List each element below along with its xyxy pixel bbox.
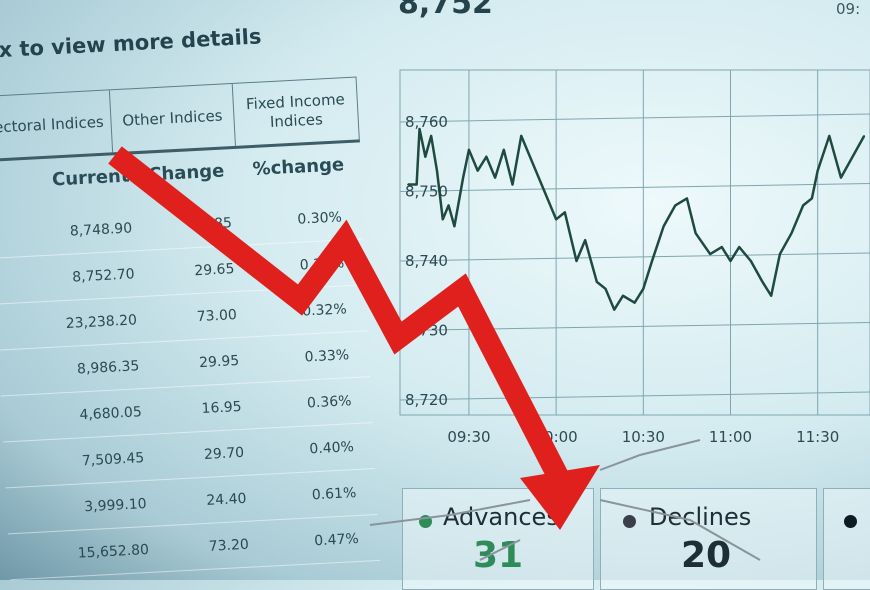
data-point (642, 288, 645, 290)
x-tick-label: 11:30 (796, 428, 839, 446)
y-gridline (399, 391, 870, 401)
data-point (761, 281, 764, 283)
data-point (633, 301, 636, 304)
data-point (790, 232, 793, 234)
x-tick-label: 11:00 (709, 428, 752, 446)
data-point (863, 135, 865, 137)
y-tick-label: 8,750 (405, 183, 448, 201)
data-point (622, 294, 624, 297)
falling-arrow-head-icon (520, 465, 600, 530)
declines-panel: Declines 20 (600, 488, 817, 590)
data-point (729, 260, 732, 262)
y-gridline (399, 113, 870, 123)
data-point (532, 162, 534, 165)
declines-dot-icon (623, 515, 636, 528)
data-point (462, 176, 464, 179)
falling-arrow-body (108, 146, 570, 486)
data-point (651, 260, 653, 262)
data-point (604, 288, 607, 290)
data-point (468, 149, 470, 151)
data-point (851, 155, 854, 158)
y-gridline (399, 252, 870, 262)
data-point (720, 246, 723, 248)
y-tick-label: 8,740 (405, 252, 448, 270)
data-point (811, 197, 813, 200)
data-point (447, 204, 450, 207)
unchanged-dot-icon (844, 515, 857, 528)
data-point (828, 135, 831, 137)
plot-frame (399, 69, 870, 416)
data-point (709, 253, 711, 255)
data-point (662, 225, 665, 228)
data-point (686, 197, 688, 200)
data-point (485, 155, 488, 158)
data-point (436, 169, 438, 172)
y-tick-label: 8,720 (405, 391, 448, 409)
index-series-line (407, 127, 866, 311)
data-point (750, 260, 752, 262)
y-tick-label: 8,760 (405, 113, 448, 131)
data-point (564, 211, 566, 214)
crack-decoration (369, 439, 761, 561)
data-point (613, 308, 616, 311)
y-gridline (399, 183, 870, 192)
data-point (840, 176, 842, 179)
data-point (816, 169, 819, 172)
data-point (511, 183, 514, 186)
data-point (407, 183, 409, 186)
data-point (584, 239, 586, 241)
data-point (738, 246, 741, 248)
data-point (674, 204, 677, 207)
data-point (779, 253, 781, 255)
data-point (415, 183, 418, 186)
data-point (430, 135, 432, 137)
data-point (596, 281, 598, 283)
data-point (575, 260, 578, 262)
data-point (494, 176, 496, 179)
data-point (418, 128, 421, 130)
data-point (802, 204, 804, 207)
x-tick-label: 10:30 (622, 428, 665, 446)
data-point (520, 135, 523, 137)
data-point (694, 232, 697, 234)
top-time: 09: (836, 0, 861, 18)
unchanged-panel (823, 488, 870, 590)
data-point (441, 218, 444, 221)
x-tick-label: 09:30 (447, 428, 490, 446)
advances-label: Advances (443, 503, 559, 531)
data-point (770, 294, 772, 297)
declines-value: 20 (681, 535, 732, 576)
data-point (555, 218, 557, 221)
data-point (453, 225, 456, 228)
data-point (424, 155, 427, 158)
data-point (476, 169, 479, 172)
data-point (503, 149, 505, 151)
index-value: 8,752 (398, 0, 493, 21)
data-point (543, 190, 546, 193)
